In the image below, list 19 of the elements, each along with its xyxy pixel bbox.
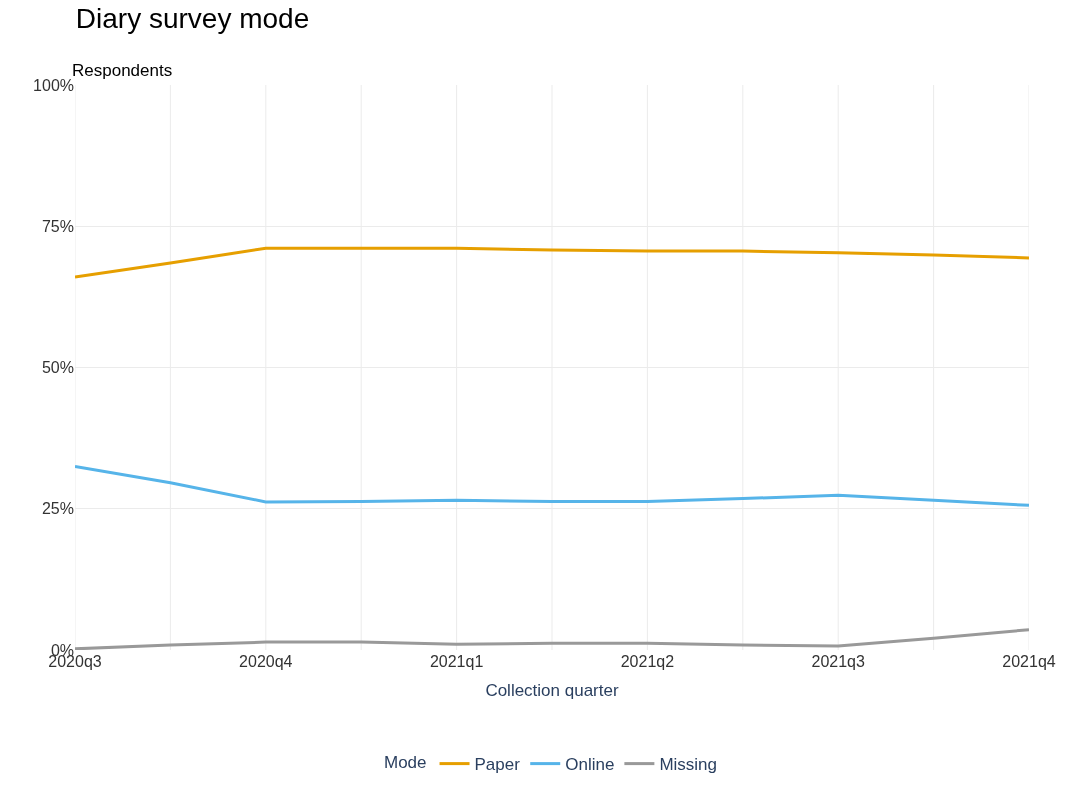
legend-title: Mode [384,753,427,773]
x-tick-label: 2021q2 [620,653,675,670]
x-tick-label: 2021q1 [429,653,484,670]
x-tick-label: 2021q3 [811,653,865,670]
y-tick-label: 25% [41,500,74,518]
y-tick-label: 100% [33,76,74,94]
chart-title: Diary survey mode [75,2,310,34]
y-tick-label: 50% [41,359,74,377]
line-series [75,628,1029,650]
chart-subtitle: Respondents [72,61,173,80]
line-series [75,246,1029,279]
x-axis-title: Collection quarter [485,681,619,701]
line-series [75,464,1029,507]
x-tick-label: 2020q4 [239,653,293,670]
y-tick-label: 75% [41,217,74,235]
legend-label: Online [565,755,615,775]
legend-label: Paper [474,755,521,775]
x-tick-label: 2021q4 [1002,653,1056,670]
legend-label: Missing [659,755,717,775]
